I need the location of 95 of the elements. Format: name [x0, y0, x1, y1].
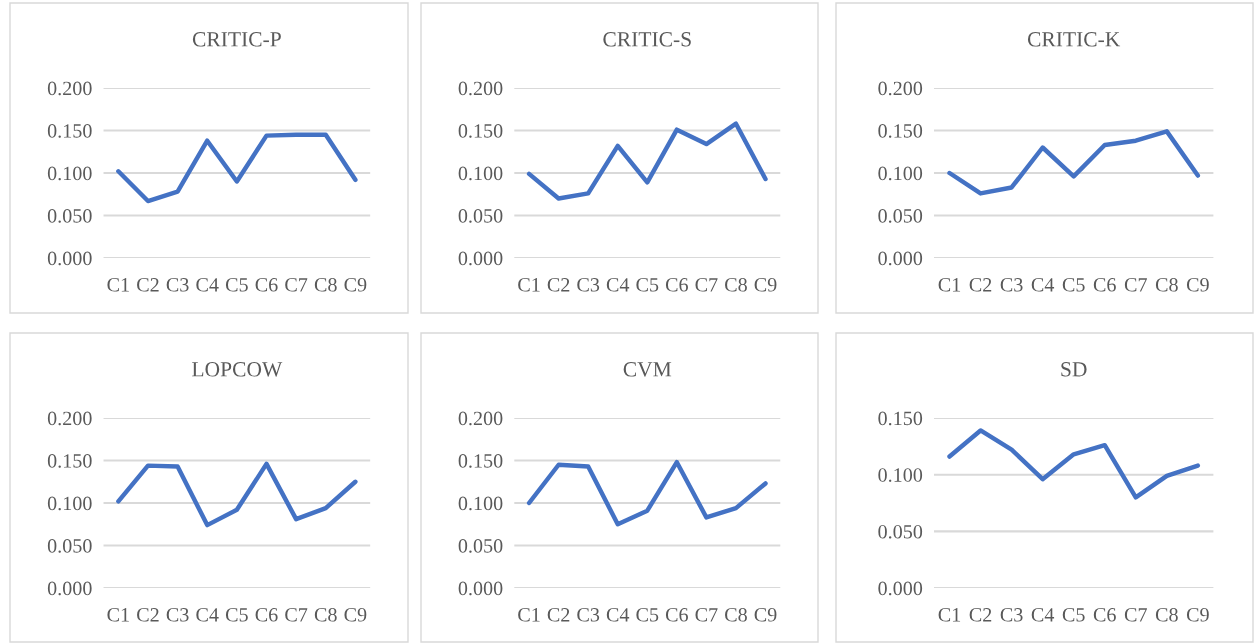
- y-tick-label: 0.200: [47, 81, 92, 96]
- x-tick-label: C8: [725, 608, 747, 622]
- y-tick-label: 0.200: [47, 411, 92, 426]
- line-series: [526, 459, 768, 527]
- y-tick-label: 0.200: [878, 81, 923, 96]
- y-tick-label: 0.050: [878, 209, 923, 223]
- x-tick-label: C6: [665, 278, 688, 292]
- x-tick-label: C1: [518, 608, 540, 622]
- x-tick-label: C2: [137, 608, 159, 622]
- x-tick-label: C1: [107, 608, 129, 622]
- y-tick-label: 0.150: [458, 454, 503, 468]
- y-tick-label: 0.100: [47, 166, 92, 181]
- y-tick-label: 0.100: [458, 496, 503, 511]
- x-tick-label: C2: [547, 608, 570, 622]
- y-tick-label: 0.150: [878, 124, 923, 138]
- x-tick-label: C5: [636, 278, 659, 292]
- x-tick-label: C8: [725, 278, 747, 292]
- x-tick-label: C7: [695, 608, 718, 622]
- x-tick-label: C2: [969, 278, 992, 292]
- x-tick-label: C3: [577, 608, 600, 622]
- x-tick-label: C8: [314, 608, 337, 622]
- line-series: [526, 121, 768, 201]
- y-tick-label: 0.000: [458, 581, 503, 596]
- y-tick-label: 0.050: [458, 539, 503, 553]
- line-series: [116, 132, 358, 204]
- y-tick-label: 0.000: [878, 251, 923, 266]
- x-tick-label: C1: [938, 278, 961, 292]
- chart-title: CRITIC-S: [603, 32, 691, 47]
- x-tick-label: C4: [196, 608, 219, 622]
- y-tick-label: 0.150: [458, 124, 503, 138]
- y-tick-label: 0.000: [47, 251, 92, 266]
- x-tick-label: C9: [344, 278, 367, 292]
- x-tick-label: C5: [1062, 278, 1085, 292]
- y-tick-label: 0.050: [878, 524, 923, 539]
- y-tick-label: 0.100: [878, 166, 923, 181]
- x-tick-label: C1: [518, 278, 540, 292]
- line-series: [947, 129, 1201, 196]
- x-tick-label: C6: [1093, 278, 1116, 292]
- x-tick-label: C6: [1093, 608, 1116, 622]
- line-series: [116, 461, 358, 528]
- y-tick-label: 0.150: [47, 124, 92, 138]
- x-tick-label: C6: [255, 608, 278, 622]
- x-tick-label: C9: [754, 278, 777, 292]
- y-tick-label: 0.200: [458, 81, 503, 96]
- x-tick-label: C3: [166, 608, 189, 622]
- y-tick-label: 0.100: [47, 496, 92, 511]
- x-tick-label: C8: [314, 278, 337, 292]
- x-tick-label: C6: [255, 278, 278, 292]
- y-tick-label: 0.050: [458, 209, 503, 223]
- y-tick-label: 0.150: [47, 454, 92, 468]
- y-tick-label: 0.000: [458, 251, 503, 266]
- y-tick-label: 0.000: [47, 581, 92, 596]
- x-tick-label: C4: [606, 608, 630, 622]
- x-tick-label: C5: [1062, 608, 1085, 622]
- x-tick-label: C3: [1000, 278, 1023, 292]
- x-tick-label: C2: [547, 278, 570, 292]
- x-tick-label: C7: [285, 608, 308, 622]
- x-tick-label: C4: [1031, 278, 1055, 292]
- line-series: [947, 428, 1201, 500]
- y-tick-label: 0.050: [47, 209, 92, 223]
- y-tick-label: 0.150: [878, 411, 923, 426]
- x-tick-label: C1: [938, 608, 961, 622]
- x-tick-label: C9: [1186, 278, 1209, 292]
- x-tick-label: C7: [695, 278, 718, 292]
- x-tick-label: C4: [1031, 608, 1055, 622]
- x-tick-label: C3: [577, 278, 600, 292]
- x-tick-label: C3: [166, 278, 189, 292]
- x-tick-label: C2: [137, 278, 159, 292]
- y-tick-label: 0.000: [878, 581, 923, 596]
- x-tick-label: C3: [1000, 608, 1023, 622]
- x-tick-label: C7: [1124, 608, 1147, 622]
- x-tick-label: C6: [665, 608, 688, 622]
- x-tick-label: C5: [225, 278, 248, 292]
- y-tick-label: 0.100: [878, 468, 923, 482]
- x-tick-label: C8: [1155, 608, 1178, 622]
- x-tick-label: C8: [1155, 278, 1178, 292]
- x-tick-label: C4: [196, 278, 219, 292]
- x-tick-label: C9: [754, 608, 777, 622]
- x-tick-label: C5: [225, 608, 248, 622]
- chart-title: CRITIC-K: [1027, 32, 1121, 47]
- x-tick-label: C7: [1124, 278, 1147, 292]
- x-tick-label: C4: [606, 278, 630, 292]
- x-tick-label: C2: [969, 608, 992, 622]
- x-tick-label: C9: [344, 608, 367, 622]
- x-tick-label: C5: [636, 608, 659, 622]
- chart-title: CRITIC-P: [192, 32, 281, 47]
- x-tick-label: C7: [285, 278, 308, 292]
- chart-title: LOPCOW: [192, 362, 283, 377]
- x-tick-label: C9: [1186, 608, 1209, 622]
- y-tick-label: 0.200: [458, 411, 503, 426]
- y-tick-label: 0.050: [47, 539, 92, 553]
- x-tick-label: C1: [107, 278, 129, 292]
- chart-title: SD: [1061, 362, 1087, 377]
- y-tick-label: 0.100: [458, 166, 503, 181]
- chart-title: CVM: [623, 362, 672, 377]
